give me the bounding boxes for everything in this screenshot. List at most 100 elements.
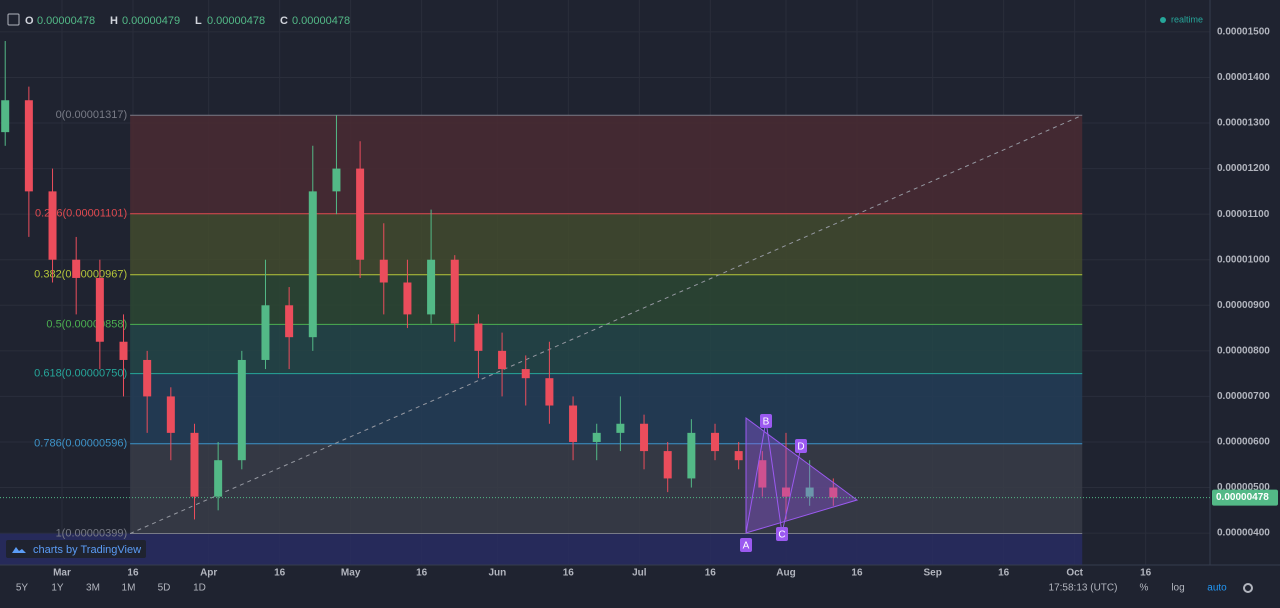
candle-body: [640, 423, 649, 452]
y-tick-label: 0.00000700: [1217, 391, 1270, 402]
status: realtime: [1171, 14, 1203, 24]
x-tick-label: 16: [705, 568, 717, 579]
option-button[interactable]: %: [1140, 583, 1149, 594]
candle-body: [498, 350, 507, 370]
pattern-point: [740, 538, 752, 552]
candle-body: [687, 432, 696, 479]
candle-body: [782, 487, 791, 497]
candle-body: [261, 305, 270, 360]
y-tick-label: 0.00000600: [1217, 437, 1270, 448]
candle-body: [119, 341, 128, 360]
fib-band: [0, 533, 1083, 565]
x-tick-label: 16: [851, 568, 863, 579]
attribution[interactable]: charts by TradingView: [33, 544, 141, 556]
ohlc-value: 0.00000479: [122, 15, 180, 27]
y-tick-label: 0.00001300: [1217, 118, 1270, 129]
pattern-point: [776, 527, 788, 541]
status-dot: [1160, 17, 1166, 23]
candle-body: [758, 460, 767, 488]
fib-band: [130, 213, 1083, 275]
candle-body: [237, 359, 246, 461]
x-tick-label: Oct: [1066, 568, 1083, 579]
option-button[interactable]: auto: [1207, 583, 1227, 594]
candle-body: [379, 259, 388, 283]
fib-band: [130, 373, 1083, 444]
option-button[interactable]: log: [1171, 583, 1184, 594]
candle-body: [72, 259, 81, 278]
y-tick-label: 0.00000400: [1217, 528, 1270, 539]
y-tick-label: 0.00000800: [1217, 345, 1270, 356]
y-tick-label: 0.00001100: [1217, 209, 1270, 220]
ohlc-value: 0.00000478: [37, 15, 95, 27]
candle-body: [545, 378, 554, 406]
toolbar: 5Y 1Y 3M 1M 5D 1D 17:58:13 (UTC)% log auto: [16, 583, 1253, 594]
fib-label: 1(0.00000399): [56, 527, 128, 539]
x-tick-label: 16: [563, 568, 575, 579]
x-tick-label: Sep: [924, 568, 942, 579]
y-tick-label: 0.00001400: [1217, 72, 1270, 83]
range-button[interactable]: 1M: [122, 583, 136, 594]
range-button[interactable]: 5Y: [16, 583, 29, 594]
pattern-line: [745, 420, 802, 534]
candle-body: [474, 323, 483, 351]
pattern-label: B: [763, 417, 770, 428]
fib-trend-line: [129, 114, 1083, 535]
fib-label: 0.382(0.00000967): [34, 269, 127, 281]
candle-body: [166, 396, 175, 433]
candle-body: [569, 405, 578, 442]
ohlc-key: L: [195, 15, 202, 27]
fib-band: [130, 443, 1083, 534]
pattern-label: A: [743, 541, 750, 552]
x-tick-label: Mar: [53, 568, 71, 579]
y-tick-label: 0.00001500: [1217, 27, 1270, 38]
range-button[interactable]: 1D: [193, 583, 206, 594]
range-button[interactable]: 1Y: [51, 583, 64, 594]
candle-body: [734, 451, 743, 461]
y-tick-label: 0.00000900: [1217, 300, 1270, 311]
candle-body: [308, 191, 317, 338]
candle-body: [450, 259, 459, 324]
pattern-label: C: [778, 530, 785, 541]
x-tick-label: 16: [416, 568, 428, 579]
fib-retracement: 0(0.00001317) 0.236(0.00001101) 0.382(0.00…: [0, 109, 1083, 565]
fib-label: 0.5(0.00000858): [46, 318, 127, 330]
candle-body: [711, 432, 720, 452]
ohlc-key: O: [25, 15, 34, 27]
x-tick-label: Apr: [200, 568, 217, 579]
x-tick-label: Jul: [632, 568, 647, 579]
x-tick-label: Aug: [776, 568, 795, 579]
range-button[interactable]: 3M: [86, 583, 100, 594]
candle-body: [592, 432, 601, 442]
logo: [12, 547, 26, 553]
candle-body: [521, 369, 530, 379]
ohlc-value: 0.00000478: [292, 15, 350, 27]
candle-body: [24, 100, 33, 192]
candle-body: [427, 259, 436, 315]
y-tick-label: 0.00001000: [1217, 254, 1270, 265]
candle-body: [214, 460, 223, 497]
legend-toggle[interactable]: [7, 13, 20, 26]
candle-body: [805, 487, 814, 497]
fib-label: 0.618(0.00000750): [34, 368, 127, 380]
range-button[interactable]: 5D: [158, 583, 171, 594]
fib-band: [130, 274, 1083, 325]
fib-label: 0.786(0.00000596): [34, 438, 127, 450]
pattern-label: D: [797, 442, 804, 453]
x-tick-label: 16: [998, 568, 1010, 579]
last-price-label: 0.00000478: [1216, 492, 1269, 503]
candle-body: [403, 282, 412, 315]
candle-body: [1, 100, 10, 133]
settings-button[interactable]: [1243, 583, 1253, 593]
pattern-triangle: [745, 417, 859, 534]
fib-band: [130, 324, 1083, 374]
candle-body: [616, 423, 625, 433]
clock: 17:58:13 (UTC): [1049, 583, 1118, 594]
ohlc-key: C: [280, 15, 288, 27]
pattern-point: [795, 439, 807, 453]
candle-body: [143, 359, 152, 397]
y-tick-label: 0.00001200: [1217, 163, 1270, 174]
pattern-point: [760, 414, 772, 428]
fib-label: 0(0.00001317): [56, 109, 128, 121]
candle-body: [48, 191, 57, 260]
